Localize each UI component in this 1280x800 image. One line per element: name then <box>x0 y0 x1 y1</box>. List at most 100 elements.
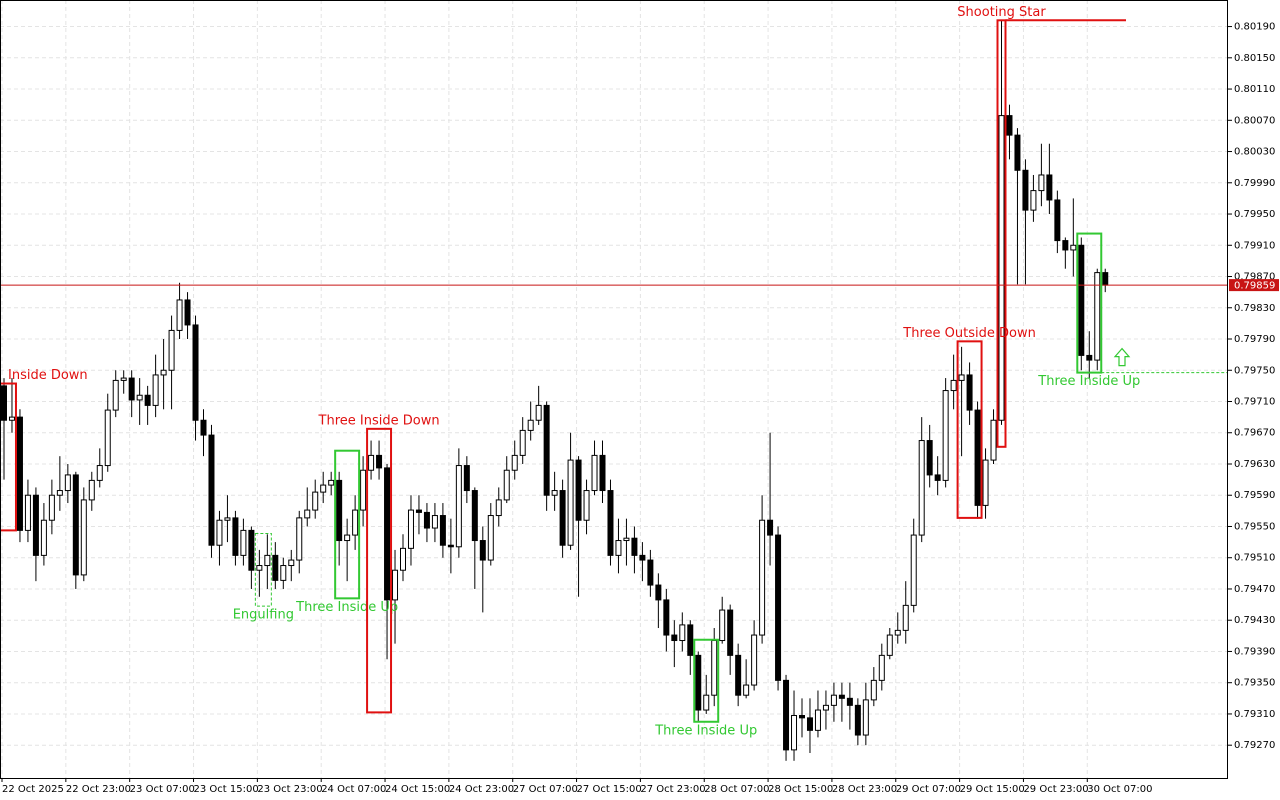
candle-body <box>479 540 486 561</box>
candle-body <box>240 529 247 556</box>
candle-body <box>1094 272 1101 361</box>
candle-body <box>902 604 909 631</box>
candle-body <box>216 519 223 546</box>
candle-body <box>591 454 598 492</box>
candle-body <box>336 479 343 542</box>
candle-body <box>942 390 949 481</box>
plot-frame <box>0 0 1228 779</box>
candle-body <box>631 537 638 556</box>
candle-body <box>32 494 39 556</box>
candle-body <box>687 624 694 656</box>
pattern-box <box>1076 232 1103 374</box>
x-tick-label: 23 Oct 15:00 <box>194 784 259 795</box>
candle-body <box>886 634 893 656</box>
candle-body <box>232 517 239 556</box>
candle-body <box>743 684 750 696</box>
pattern-label: Three Inside Up <box>654 723 757 738</box>
x-tick-label: 27 Oct 15:00 <box>577 784 642 795</box>
candle-body <box>1102 272 1109 286</box>
y-tick-label: 0.79630 <box>1234 459 1275 470</box>
candle-body <box>527 419 534 431</box>
candle-body <box>814 709 821 731</box>
candle-body <box>455 465 462 548</box>
pattern-box <box>366 427 393 714</box>
x-tick-label: 28 Oct 23:00 <box>832 784 897 795</box>
candle-body <box>224 517 231 521</box>
candle-body <box>599 454 606 492</box>
pattern-box <box>334 449 361 600</box>
y-tick-label: 0.80070 <box>1234 115 1275 126</box>
candle-body <box>822 704 829 711</box>
y-tick-label: 0.80150 <box>1234 53 1275 64</box>
pattern-box <box>693 638 720 723</box>
candle-body <box>607 490 614 556</box>
candle-body <box>679 624 686 642</box>
y-tick-label: 0.79750 <box>1234 365 1275 376</box>
candle-body <box>519 429 526 456</box>
candle-body <box>1086 354 1093 361</box>
candle-body <box>64 474 71 492</box>
candle-body <box>48 494 55 521</box>
candle-body <box>535 404 542 421</box>
x-tick-label: 28 Oct 07:00 <box>704 784 769 795</box>
candle-body <box>934 474 941 481</box>
y-tick-label: 0.79590 <box>1234 490 1275 501</box>
candle-body <box>112 379 119 411</box>
current-price-box <box>1229 279 1279 292</box>
candle-body <box>168 329 175 371</box>
candle-body <box>575 459 582 521</box>
y-tick-label: 0.80110 <box>1234 84 1275 95</box>
candle-body <box>1006 115 1013 136</box>
y-tick-label: 0.79310 <box>1234 709 1275 720</box>
candle-body <box>1030 190 1037 211</box>
candle-body <box>926 440 933 476</box>
candle-body <box>368 454 375 471</box>
candle-body <box>503 469 510 501</box>
candle-body <box>320 484 327 493</box>
candle-body <box>1038 174 1045 192</box>
candle-body <box>982 459 989 506</box>
candle-body <box>8 416 15 421</box>
candle-body <box>551 490 558 496</box>
candle-body <box>918 440 925 536</box>
current-price-label: 0.79859 <box>1234 281 1275 292</box>
candle-body <box>511 454 518 471</box>
candle-body <box>719 609 726 642</box>
grid <box>0 0 1228 778</box>
y-tick-label: 0.79270 <box>1234 740 1275 751</box>
candle-body <box>1014 134 1021 171</box>
candle-body <box>1046 174 1053 201</box>
buy-arrow <box>1113 347 1131 367</box>
x-tick-label: 29 Oct 07:00 <box>896 784 961 795</box>
candle-body <box>384 467 391 601</box>
candle-body <box>958 374 965 381</box>
candle-body <box>495 499 502 517</box>
x-tick-label: 27 Oct 23:00 <box>640 784 705 795</box>
candle-body <box>791 715 798 751</box>
candle-body <box>128 377 135 401</box>
candle-body <box>655 584 662 601</box>
y-tick-label: 0.79950 <box>1234 209 1275 220</box>
candle-body <box>104 409 111 467</box>
candle-body <box>647 559 654 586</box>
candle-body <box>120 377 127 381</box>
pattern-label: Three Inside Up <box>1037 374 1140 389</box>
candle-body <box>846 697 853 706</box>
candle-body <box>1022 169 1029 211</box>
candles <box>1 20 1109 761</box>
candle-body <box>783 679 790 751</box>
candle-body <box>775 534 782 681</box>
candle-body <box>463 465 470 492</box>
candle-body <box>352 509 359 536</box>
candle-body <box>990 419 997 461</box>
candle-body <box>72 474 79 576</box>
pattern-label: Inside Down <box>8 368 88 383</box>
y-tick-label: 0.79670 <box>1234 428 1275 439</box>
y-tick-label: 0.79710 <box>1234 396 1275 407</box>
candle-body <box>639 554 646 561</box>
pattern-box <box>0 382 17 532</box>
candle-body <box>727 609 734 656</box>
candle-body <box>431 515 438 529</box>
